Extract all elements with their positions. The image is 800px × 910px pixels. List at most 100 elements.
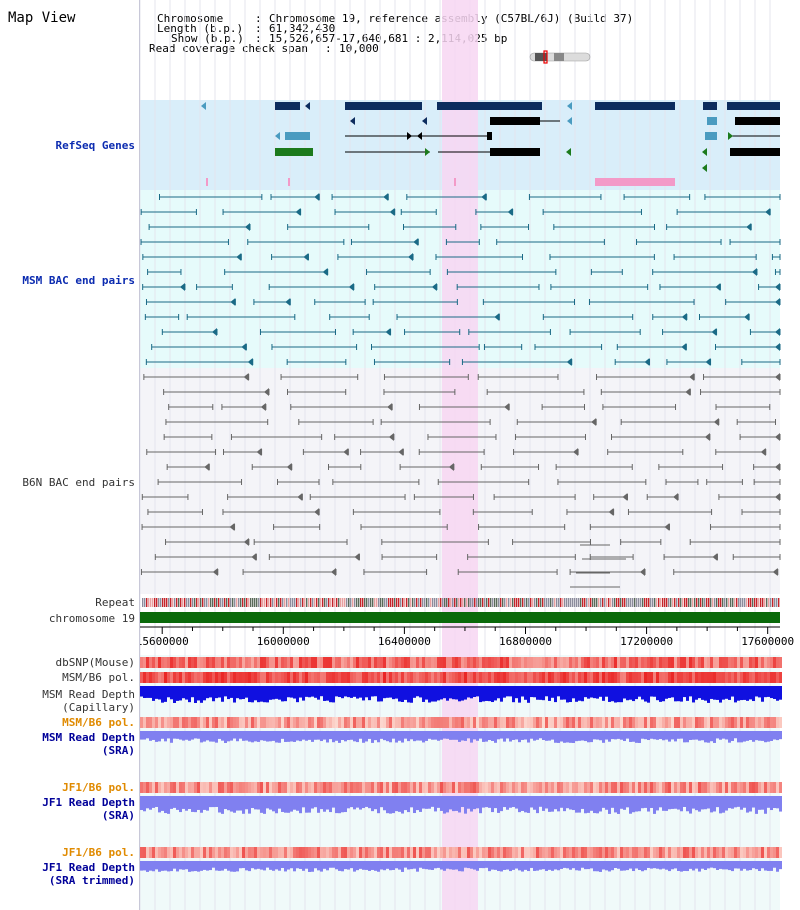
- jf1-pol-heat: [755, 782, 758, 793]
- msm-sra-depth: [347, 731, 350, 741]
- msm-sra-depth: [608, 731, 611, 742]
- repeat-mark: [330, 598, 332, 607]
- msm-pol2-heat: [254, 717, 257, 728]
- jf1-trim-depth: [416, 861, 419, 872]
- jf1-pol2-heat: [728, 847, 731, 858]
- msm-bac-track[interactable]: [140, 193, 781, 366]
- repeat-mark: [360, 598, 362, 607]
- genome-browser-area[interactable]: 15600000 16000000 16400000 16800000 17200000…: [140, 0, 800, 910]
- jf1-trim-depth: [332, 861, 335, 868]
- jf1-sra-depth: [446, 796, 449, 813]
- arrow-head-icon: [775, 283, 780, 291]
- msm-sra-depth: [734, 731, 737, 739]
- repeat-mark: [628, 598, 630, 607]
- track-label-jf1-read-depth-trim-2: (SRA trimmed): [48, 874, 135, 887]
- jf1-sra-depth: [401, 796, 404, 814]
- msm-pol-heat: [638, 672, 641, 683]
- b6n-bac-track[interactable]: [140, 373, 781, 588]
- dbsnp-heat: [377, 657, 380, 668]
- jf1-pol-heat: [770, 782, 773, 793]
- msm-sra-depth: [500, 731, 503, 739]
- msm-cap-depth: [275, 686, 278, 699]
- jf1-trim-depth: [749, 861, 752, 871]
- repeat-mark: [296, 598, 298, 607]
- repeat-mark: [580, 598, 582, 607]
- jf1-trim-depth: [434, 861, 437, 869]
- msm-pol-heat: [659, 672, 662, 683]
- msm-pol2-heat: [377, 717, 380, 728]
- dbsnp-heat: [593, 657, 596, 668]
- msm-pol-heat: [725, 672, 728, 683]
- msm-sra-depth: [689, 731, 692, 740]
- msm-cap-depth: [197, 686, 200, 701]
- msm-cap-depth: [497, 686, 500, 699]
- jf1-pol-heat: [776, 782, 779, 793]
- repeat-mark: [284, 598, 286, 607]
- jf1-pol2-heat: [365, 847, 368, 858]
- repeat-mark: [150, 598, 152, 607]
- msm-sra-depth: [605, 731, 608, 740]
- dbsnp-heat: [389, 657, 392, 668]
- msm-sra-depth: [251, 731, 254, 743]
- repeat-mark: [726, 598, 728, 607]
- msm-sra-depth: [362, 731, 365, 743]
- jf1-sra-depth: [494, 796, 497, 809]
- msm-sra-depth: [725, 731, 728, 740]
- jf1-trim-depth: [635, 861, 638, 869]
- header-coverage: Read coverage check span: 10,000: [149, 43, 379, 54]
- msm-sra-depth: [197, 731, 200, 739]
- dbsnp-heat: [449, 657, 452, 668]
- repeat-mark: [388, 598, 390, 607]
- track-label-jf1-read-depth-sra-1: JF1 Read Depth: [42, 796, 135, 809]
- msm-cap-depth: [713, 686, 716, 700]
- msm-pol2-heat: [662, 717, 665, 728]
- msm-sra-depth: [656, 731, 659, 740]
- msm-pol2-heat: [236, 717, 239, 728]
- jf1-pol-heat: [596, 782, 599, 793]
- repeat-mark: [528, 598, 530, 607]
- chromosome-ideogram-icon[interactable]: [529, 50, 591, 64]
- repeat-mark: [718, 598, 720, 607]
- msm-sra-depth: [443, 731, 446, 739]
- jf1-pol-heat: [467, 782, 470, 793]
- repeat-mark: [250, 598, 252, 607]
- msm-cap-depth: [710, 686, 713, 699]
- arrow-head-icon: [664, 523, 670, 531]
- msm-pol-heat: [398, 672, 401, 683]
- jf1-pol-heat: [209, 782, 212, 793]
- repeat-mark: [144, 598, 146, 607]
- jf1-sra-depth: [566, 796, 569, 809]
- jf1-sra-depth: [353, 796, 356, 810]
- msm-cap-depth: [518, 686, 521, 703]
- repeat-mark: [402, 598, 404, 607]
- jf1-pol-heat: [629, 782, 632, 793]
- jf1-pol2-heat: [515, 847, 518, 858]
- msm-sra-depth: [359, 731, 362, 739]
- jf1-trim-depth: [455, 861, 458, 870]
- repeat-mark: [696, 598, 698, 607]
- jf1-trim-depth: [227, 861, 230, 871]
- arrow-head-icon: [566, 358, 572, 366]
- arrow-head-icon: [179, 283, 185, 291]
- jf1-pol-heat: [440, 782, 443, 793]
- jf1-pol-heat: [173, 782, 176, 793]
- msm-sra-depth: [479, 731, 482, 739]
- msm-pol-heat: [164, 672, 167, 683]
- refseq-gene-track[interactable]: [201, 102, 780, 186]
- jf1-pol2-heat: [680, 847, 683, 858]
- jf1-pol2-heat: [398, 847, 401, 858]
- arrow-head-icon: [728, 132, 733, 140]
- repeat-mark: [288, 598, 290, 607]
- jf1-pol2-heat: [197, 847, 200, 858]
- msm-pol2-heat: [314, 717, 317, 728]
- dbsnp-heat: [269, 657, 272, 668]
- jf1-pol-heat: [641, 782, 644, 793]
- msm-pol-heat: [752, 672, 755, 683]
- repeat-mark: [448, 598, 450, 607]
- jf1-pol2-heat: [509, 847, 512, 858]
- msm-pol2-heat: [734, 717, 737, 728]
- jf1-pol-heat: [575, 782, 578, 793]
- page-title: Map View: [8, 10, 76, 26]
- jf1-pol2-heat: [770, 847, 773, 858]
- msm-sra-depth: [482, 731, 485, 742]
